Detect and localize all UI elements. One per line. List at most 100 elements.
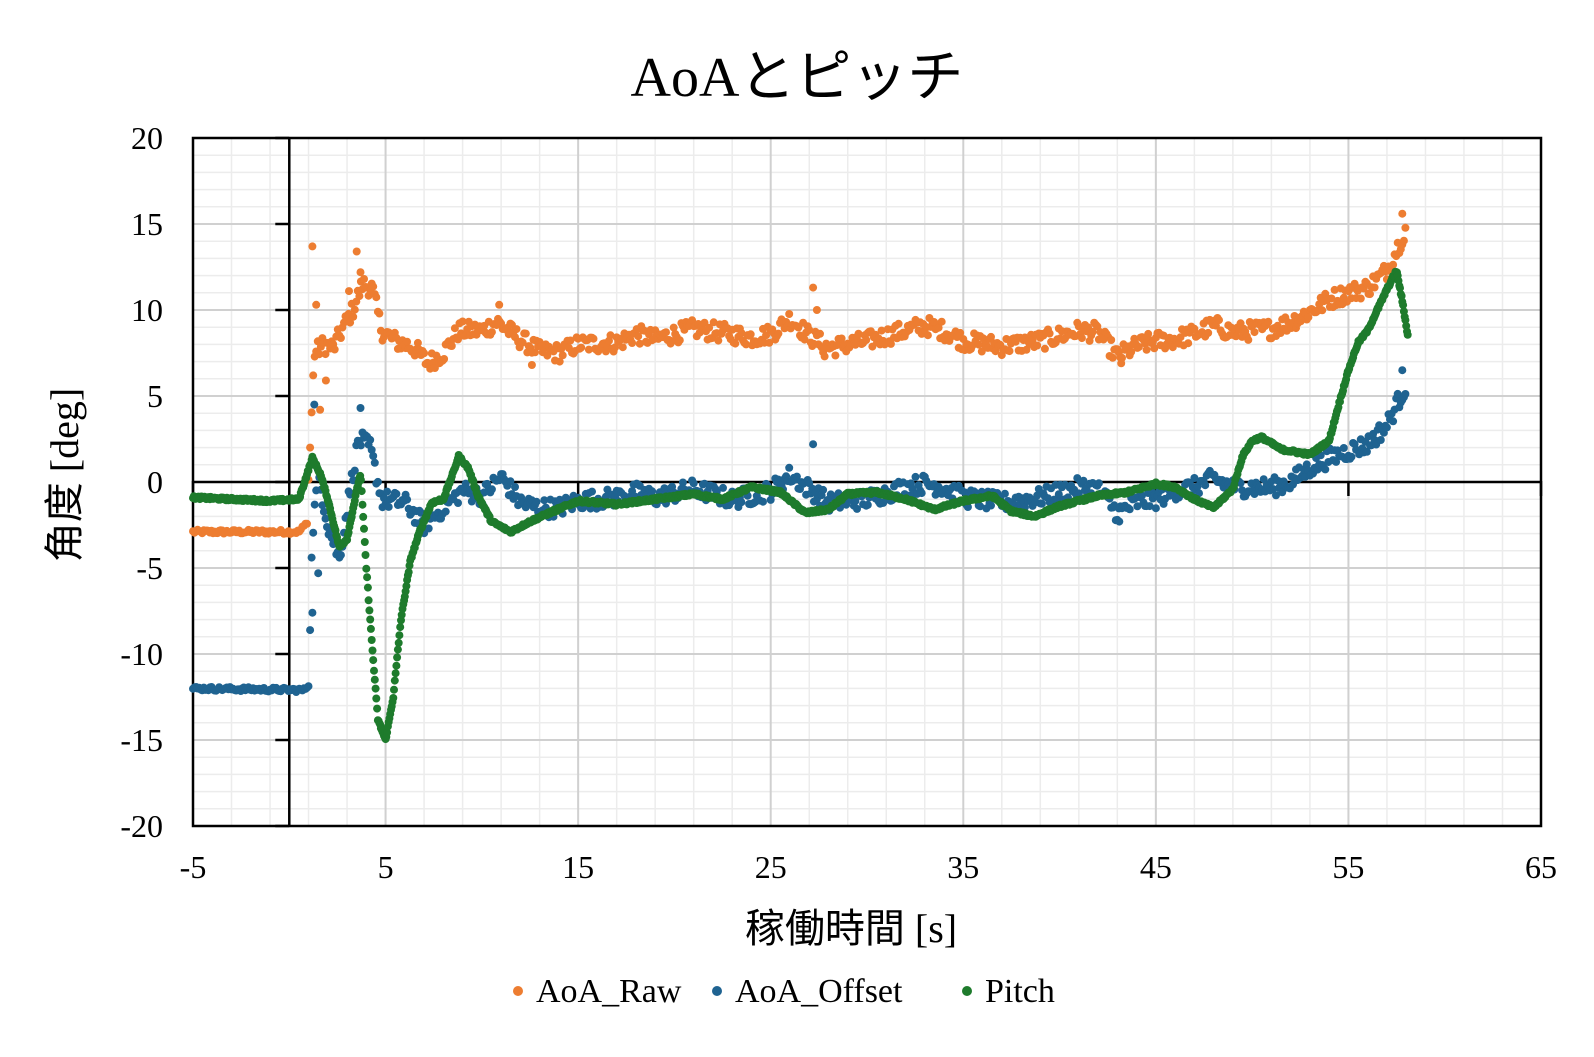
legend-marker	[712, 986, 722, 996]
data-point	[367, 636, 376, 644]
data-point	[886, 339, 895, 348]
data-point	[540, 496, 549, 505]
data-point	[336, 551, 345, 560]
data-point	[1356, 294, 1365, 303]
data-point	[369, 282, 378, 291]
y-tick-label: 10	[131, 292, 163, 328]
data-point	[851, 497, 860, 506]
data-point	[1264, 317, 1273, 326]
data-point	[1142, 345, 1151, 354]
data-point	[361, 551, 370, 559]
data-point	[977, 347, 986, 356]
data-points	[189, 209, 1412, 744]
tick-labels: -5 5 15 25 35 45 55 65 20 15 10 5 0 -5 -10 -15 -20	[120, 120, 1557, 885]
data-point	[372, 694, 381, 703]
data-point	[1362, 447, 1371, 456]
x-tick-label: 45	[1140, 849, 1172, 885]
data-point	[1401, 223, 1410, 232]
data-point	[1302, 460, 1311, 469]
data-point	[370, 666, 378, 675]
data-point	[310, 500, 319, 509]
data-point	[1079, 476, 1088, 485]
data-point	[511, 483, 519, 491]
data-point	[589, 334, 598, 343]
data-point	[358, 500, 367, 509]
data-point	[458, 317, 467, 326]
data-point	[518, 338, 527, 347]
x-tick-label: 5	[378, 849, 394, 885]
data-point	[1107, 336, 1116, 344]
data-point	[389, 694, 398, 702]
data-point	[689, 479, 698, 488]
data-point	[397, 610, 406, 619]
data-point	[487, 328, 496, 337]
data-point	[588, 487, 596, 496]
x-tick-label: 15	[562, 849, 594, 885]
data-point	[937, 317, 946, 326]
data-point	[303, 519, 311, 528]
data-point	[393, 645, 402, 654]
legend-marker	[962, 986, 972, 996]
data-point	[356, 441, 365, 450]
data-point	[1033, 341, 1042, 350]
data-point	[1339, 444, 1348, 452]
x-tick-label: 35	[947, 849, 979, 885]
data-point	[759, 497, 767, 506]
data-point	[628, 339, 637, 347]
data-point	[1145, 502, 1154, 511]
data-point	[1190, 324, 1199, 333]
data-point	[1108, 353, 1117, 362]
data-point	[634, 332, 643, 341]
data-point	[1399, 301, 1408, 310]
data-point	[816, 329, 824, 338]
data-point	[1370, 283, 1379, 292]
data-point	[392, 489, 401, 498]
data-point	[315, 350, 324, 359]
data-point	[800, 335, 809, 344]
data-point	[316, 405, 325, 414]
data-point	[349, 312, 358, 321]
data-point	[365, 606, 374, 615]
data-point	[974, 340, 983, 349]
data-point	[1005, 347, 1014, 356]
data-point	[312, 300, 321, 309]
data-point	[1037, 499, 1046, 508]
data-point	[1115, 517, 1124, 526]
data-point	[1366, 290, 1374, 299]
data-point	[319, 507, 328, 516]
data-point	[375, 309, 384, 318]
data-point	[558, 351, 567, 360]
data-point	[1232, 332, 1240, 341]
data-point	[373, 704, 382, 713]
data-point	[309, 528, 318, 537]
data-point	[367, 445, 376, 454]
data-point	[1000, 489, 1009, 498]
data-point	[384, 502, 393, 511]
data-point	[675, 336, 684, 345]
data-point	[1127, 347, 1136, 356]
data-point	[1399, 236, 1408, 245]
data-point	[350, 305, 359, 314]
data-point	[1040, 344, 1049, 353]
data-point	[440, 355, 449, 363]
data-point	[709, 318, 718, 327]
data-point	[363, 573, 372, 582]
data-point	[566, 336, 575, 345]
data-point	[911, 472, 920, 481]
data-point	[360, 524, 368, 533]
data-point	[532, 497, 541, 506]
data-point	[352, 247, 361, 256]
data-point	[321, 514, 330, 523]
data-point	[705, 323, 714, 332]
data-point	[366, 615, 375, 624]
y-tick-label: -20	[120, 808, 163, 844]
data-point	[1250, 490, 1259, 498]
y-axis-title: 角度 [deg]	[42, 388, 87, 562]
data-point	[307, 553, 316, 562]
data-point	[356, 268, 365, 277]
data-point	[987, 501, 995, 510]
legend-marker	[513, 986, 523, 996]
legend: AoA_Raw AoA_Offset Pitch	[513, 973, 1055, 1010]
data-point	[1396, 284, 1404, 293]
data-point	[370, 675, 379, 684]
